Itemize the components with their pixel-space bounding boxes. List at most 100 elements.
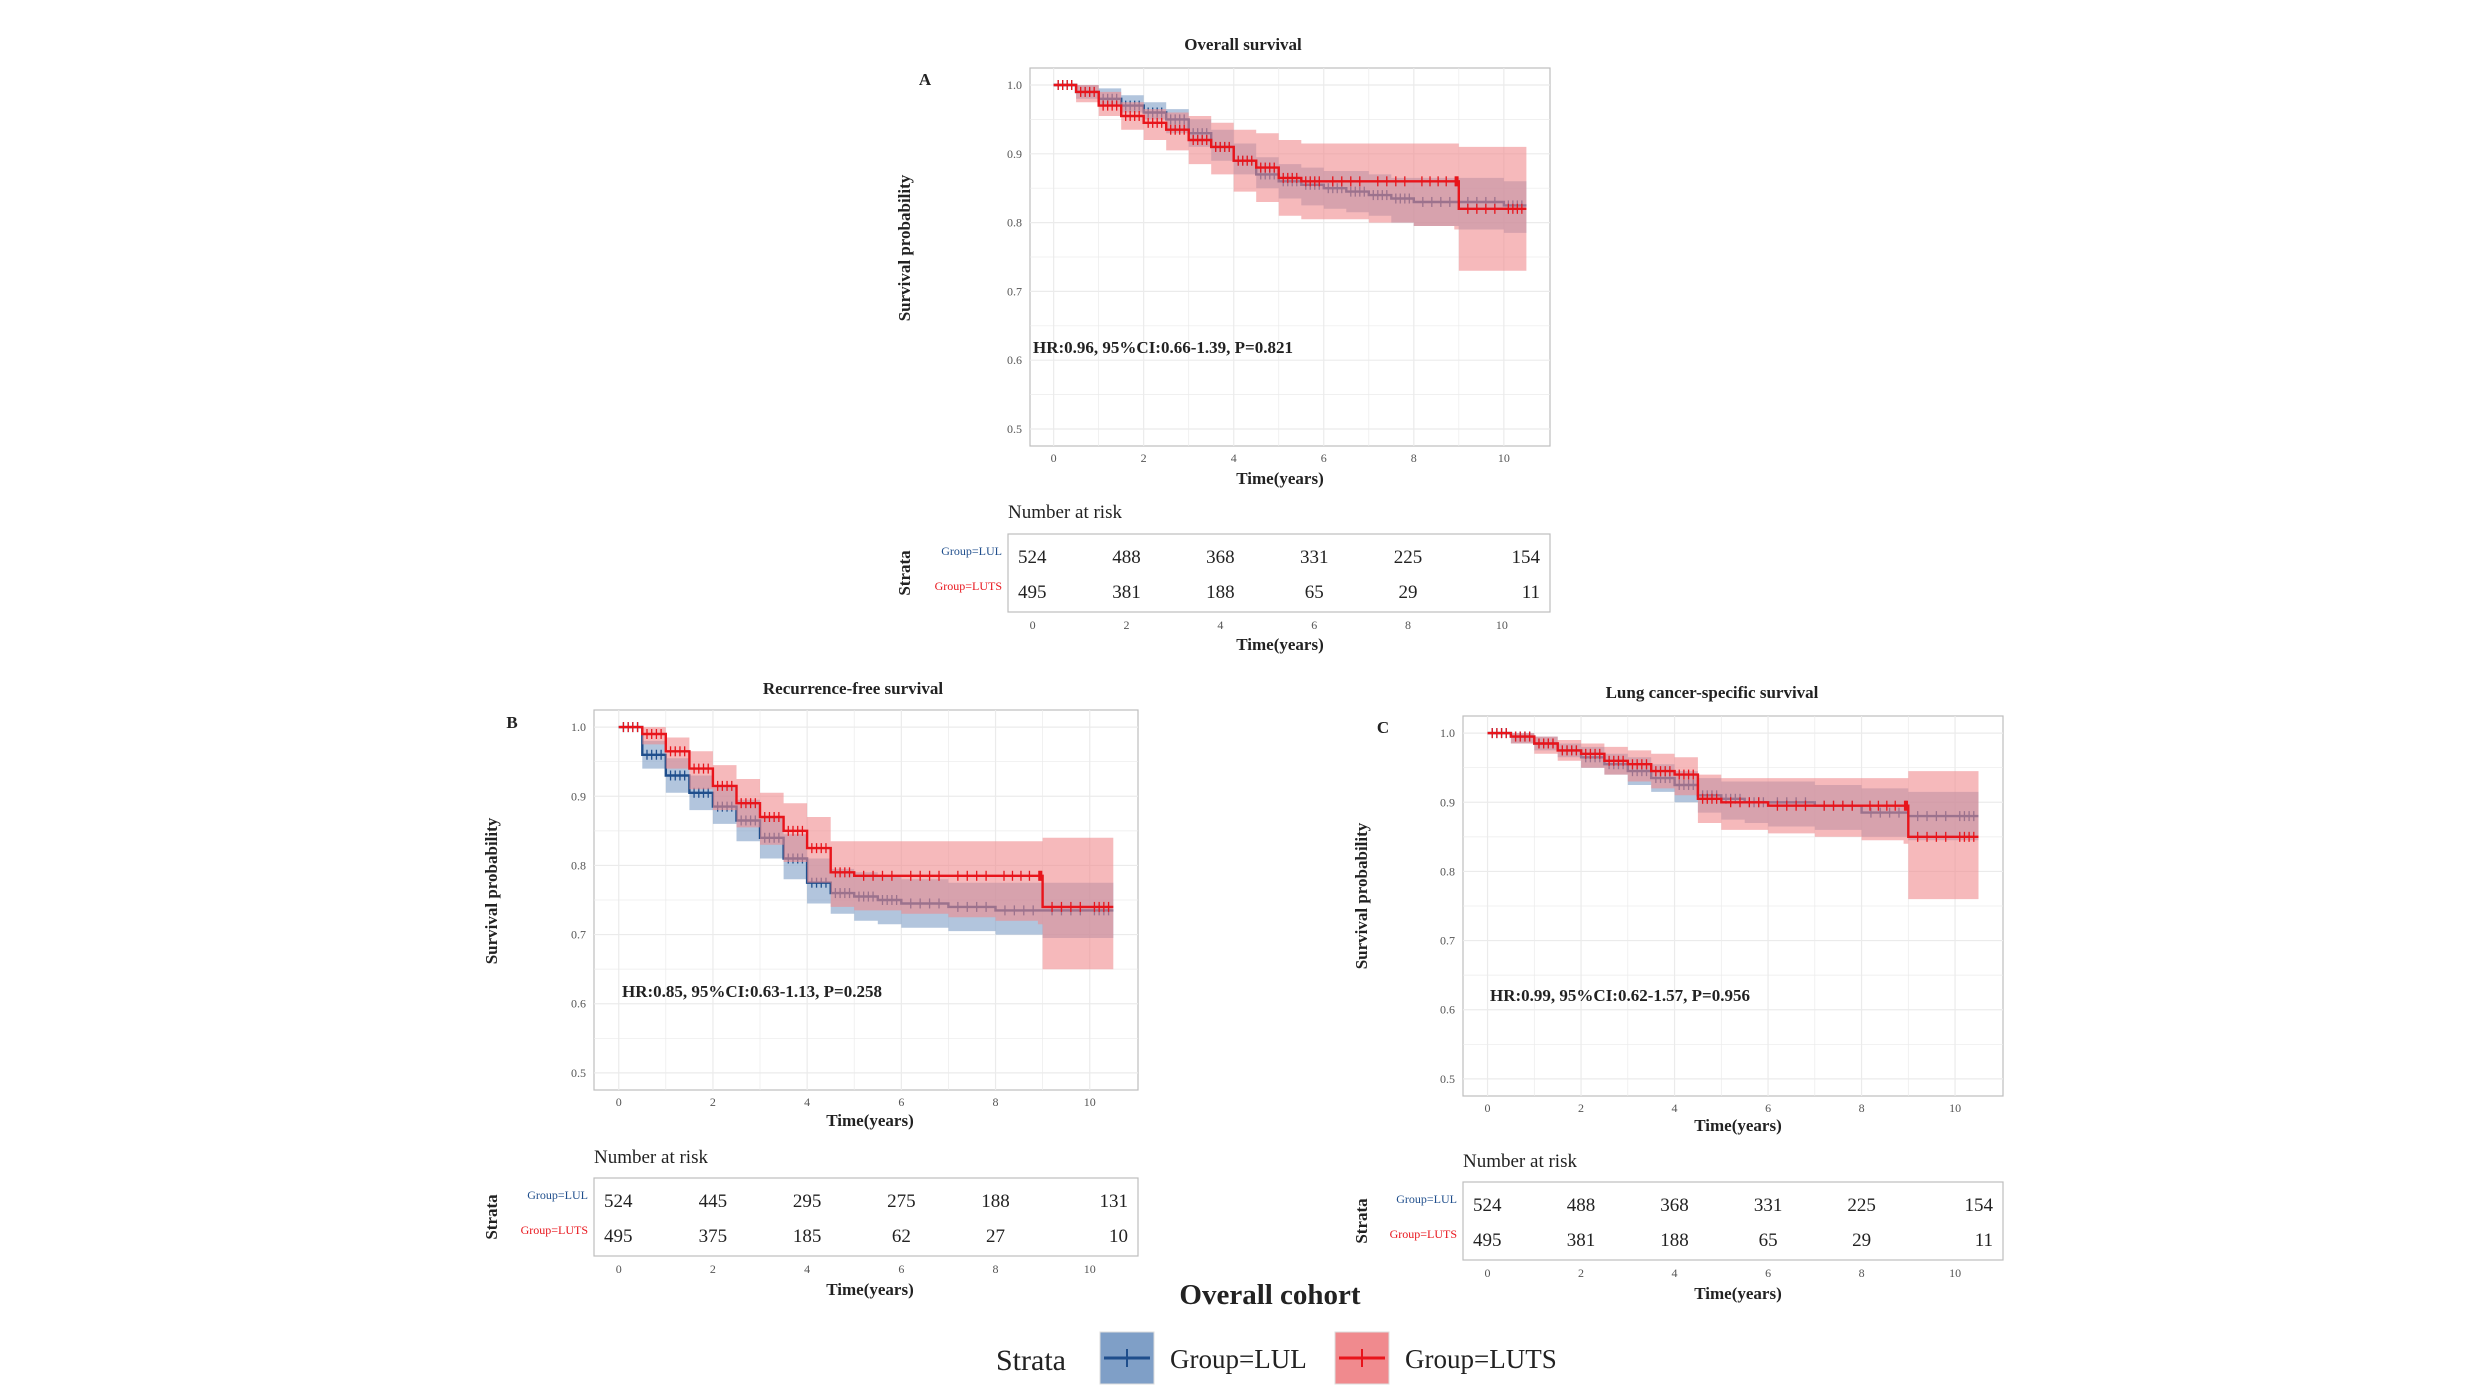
- risk-x-tick: 2: [1578, 1266, 1584, 1280]
- risk-x-tick: 10: [1496, 618, 1508, 632]
- risk-count: 29: [1852, 1230, 1871, 1251]
- risk-count: 381: [1567, 1230, 1596, 1251]
- ci-band-luts: [618, 727, 1114, 970]
- panel-b: 0 2 4 6 8 10 0.5 0.6 0.7 0.8 0.9 1.0 Recurrence-free…: [482, 679, 1139, 1299]
- risk-count: 29: [1399, 582, 1418, 603]
- y-tick-label: 0.6: [571, 997, 586, 1011]
- risk-x-tick: 2: [1123, 618, 1129, 632]
- risk-count: 275: [887, 1191, 916, 1212]
- risk-strata-title: Strata: [1352, 1198, 1371, 1244]
- figure-title: Overall cohort: [1179, 1279, 1361, 1311]
- y-tick-label: 0.6: [1440, 1003, 1455, 1017]
- risk-count: 368: [1660, 1195, 1689, 1216]
- risk-x-tick: 8: [1405, 618, 1411, 632]
- risk-x-tick: 4: [1672, 1266, 1678, 1280]
- risk-count: 524: [1018, 547, 1047, 568]
- y-tick-label: 0.5: [1007, 422, 1022, 436]
- survival-line-luts: [1053, 83, 1527, 210]
- risk-count: 495: [1473, 1230, 1502, 1251]
- risk-x-tick: 0: [1485, 1266, 1491, 1280]
- legend-label: Group=LUL: [1170, 1344, 1307, 1374]
- risk-group-label: Group=LUL: [1396, 1192, 1457, 1206]
- ci-band-luts: [1487, 733, 1979, 900]
- risk-count: 375: [699, 1226, 728, 1247]
- x-tick-label: 2: [710, 1095, 716, 1109]
- legend: Strata Group=LUL Group=LUTS: [996, 1331, 1557, 1385]
- hr-annotation: HR:0.96, 95%CI:0.66-1.39, P=0.821: [1033, 338, 1293, 357]
- risk-count: 188: [1206, 582, 1235, 603]
- risk-count: 188: [981, 1191, 1010, 1212]
- x-tick-label: 2: [1141, 451, 1147, 465]
- risk-x-tick: 0: [616, 1262, 622, 1276]
- risk-x-tick: 0: [1030, 618, 1036, 632]
- risk-count: 225: [1394, 547, 1423, 568]
- risk-table-frame: [593, 1177, 1139, 1257]
- x-tick-label: 6: [898, 1095, 904, 1109]
- x-axis-title: Time(years): [826, 1111, 914, 1130]
- survival-line-luts: [1487, 731, 1979, 838]
- risk-x-tick: 4: [1217, 618, 1223, 632]
- x-tick-label: 4: [1231, 451, 1237, 465]
- risk-group-label: Group=LUL: [527, 1188, 588, 1202]
- y-axis-title: Survival probability: [895, 174, 914, 321]
- panel-c: 0 2 4 6 8 10 0.5 0.6 0.7 0.8 0.9 1.0 Lung cancer-spe…: [1352, 683, 2004, 1303]
- x-tick-label: 2: [1578, 1101, 1584, 1115]
- x-tick-label: 8: [993, 1095, 999, 1109]
- y-axis-title: Survival probability: [1352, 822, 1371, 969]
- risk-count: 368: [1206, 547, 1235, 568]
- x-tick-label: 6: [1321, 451, 1327, 465]
- panel-title: Lung cancer-specific survival: [1606, 683, 1819, 702]
- y-tick-label: 0.7: [1440, 934, 1455, 948]
- risk-group-label: Group=LUTS: [521, 1223, 588, 1237]
- x-tick-label: 0: [616, 1095, 622, 1109]
- risk-table-title: Number at risk: [1008, 502, 1122, 523]
- panel-title: Overall survival: [1184, 35, 1302, 54]
- risk-table: Number at risk Group=LUL 524 445 295 275 188 13…: [482, 1147, 1139, 1299]
- risk-strata-title: Strata: [895, 550, 914, 596]
- risk-count: 445: [699, 1191, 728, 1212]
- survival-line-luts: [618, 725, 1114, 909]
- x-axis-title: Time(years): [1694, 1116, 1782, 1135]
- x-axis-title: Time(years): [1236, 469, 1324, 488]
- x-tick-label: 4: [804, 1095, 810, 1109]
- x-tick-label: 10: [1498, 451, 1510, 465]
- risk-x-title: Time(years): [1236, 635, 1324, 654]
- y-tick-label: 0.9: [571, 789, 586, 803]
- risk-count: 295: [793, 1191, 822, 1212]
- risk-count: 381: [1112, 582, 1141, 603]
- risk-x-tick: 10: [1949, 1266, 1961, 1280]
- risk-strata-title: Strata: [482, 1194, 501, 1240]
- risk-count: 27: [986, 1226, 1005, 1247]
- y-tick-label: 0.6: [1007, 353, 1022, 367]
- risk-count: 331: [1300, 547, 1329, 568]
- risk-x-tick: 6: [1311, 618, 1317, 632]
- risk-x-tick: 8: [993, 1262, 999, 1276]
- x-tick-label: 4: [1672, 1101, 1678, 1115]
- panel-title: Recurrence-free survival: [763, 679, 943, 698]
- risk-x-tick: 2: [710, 1262, 716, 1276]
- y-tick-label: 0.8: [1007, 216, 1022, 230]
- risk-count: 524: [1473, 1195, 1502, 1216]
- risk-x-title: Time(years): [1694, 1284, 1782, 1303]
- y-axis-title: Survival probability: [482, 817, 501, 964]
- risk-table-frame: [1007, 533, 1551, 613]
- risk-count: 185: [793, 1226, 822, 1247]
- risk-table: Number at risk Group=LUL 524 488 368 331 225 15…: [1352, 1151, 2004, 1303]
- plot-area: [618, 722, 1114, 970]
- risk-x-tick: 8: [1859, 1266, 1865, 1280]
- risk-table-frame: [1462, 1181, 2004, 1261]
- y-tick-label: 1.0: [571, 720, 586, 734]
- y-tick-label: 0.5: [1440, 1072, 1455, 1086]
- x-tick-label: 0: [1485, 1101, 1491, 1115]
- y-tick-label: 0.9: [1440, 795, 1455, 809]
- hr-annotation: HR:0.99, 95%CI:0.62-1.57, P=0.956: [1490, 986, 1750, 1005]
- y-tick-label: 1.0: [1440, 726, 1455, 740]
- y-tick-label: 0.8: [1440, 864, 1455, 878]
- risk-table: Number at risk Group=LUL 524 488 368 331 225 15…: [895, 502, 1551, 654]
- hr-annotation: HR:0.85, 95%CI:0.63-1.13, P=0.258: [622, 982, 882, 1001]
- risk-count: 225: [1847, 1195, 1876, 1216]
- panel-letter: C: [1377, 718, 1389, 737]
- risk-count: 154: [1512, 547, 1541, 568]
- risk-count: 188: [1660, 1230, 1689, 1251]
